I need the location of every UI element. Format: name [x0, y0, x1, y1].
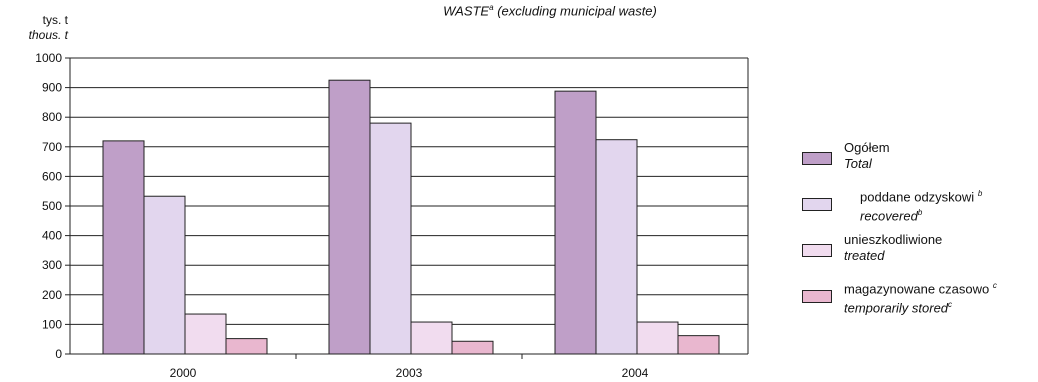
bar-total-2000 [102, 140, 145, 355]
chart-title-sup: a [489, 3, 494, 12]
bar-stored-2003 [451, 340, 494, 355]
legend-label-stored-en: temporarily stored [844, 300, 949, 316]
legend-label-treated-en: treated [844, 248, 885, 263]
bar-treated-2003 [410, 321, 453, 355]
y-tick-label-300: 300 [42, 258, 62, 272]
legend-sup-recovered-en: b [917, 208, 923, 218]
x-tick-label-2003: 2003 [396, 366, 423, 380]
legend-swatch-total [802, 152, 832, 165]
legend-label-stored-pl: magazynowane czasowo [844, 281, 990, 297]
y-tick-label-800: 800 [42, 110, 62, 124]
legend: Ogółem Total poddane odzyskowi b recover… [802, 140, 1034, 324]
bar-total-2003 [328, 79, 371, 355]
bar-treated-2000 [184, 313, 227, 355]
legend-sup-stored-en: c [948, 300, 953, 310]
legend-swatch-stored [802, 290, 832, 303]
bar-total-2004 [554, 90, 597, 355]
chart-title-main: WASTE [443, 3, 490, 19]
legend-item-stored: magazynowane czasowo c temporarily store… [802, 278, 1034, 324]
legend-swatch-recovered [802, 198, 832, 211]
bar-stored-2004 [677, 335, 720, 355]
legend-label-total-en: Total [844, 156, 872, 171]
y-tick-label-500: 500 [42, 199, 62, 213]
bar-stored-2000 [225, 338, 268, 355]
y-tick-label-700: 700 [42, 140, 62, 154]
legend-item-recovered: poddane odzyskowi b recoveredb [802, 186, 1034, 232]
legend-label-recovered-en: recovered [860, 208, 918, 224]
bar-recovered-2000 [143, 195, 186, 355]
legend-label-treated-pl: unieszkodliwione [844, 232, 943, 247]
axes [65, 57, 749, 359]
chart-title: WASTEa (excluding municipal waste) [300, 3, 800, 18]
legend-sup-stored-pl: c [992, 281, 997, 290]
chart-title-rest: (excluding municipal waste) [497, 3, 657, 19]
y-tick-labels: 0 100 200 300 400 500 600 700 800 900 1000 [35, 51, 62, 361]
y-tick-label-1000: 1000 [35, 51, 62, 65]
y-tick-label-200: 200 [42, 288, 62, 302]
legend-label-recovered-pl: poddane odzyskowi [860, 189, 975, 205]
bar-recovered-2004 [595, 139, 638, 355]
bar-treated-2004 [636, 321, 679, 355]
y-tick-label-600: 600 [42, 169, 62, 183]
y-tick-label-400: 400 [42, 229, 62, 243]
y-tick-label-900: 900 [42, 81, 62, 95]
x-tick-label-2000: 2000 [170, 366, 197, 380]
y-unit-label-en: thous. t [28, 28, 68, 42]
legend-item-total: Ogółem Total [802, 140, 1034, 186]
bars [102, 79, 720, 355]
legend-sup-recovered-pl: b [977, 189, 983, 198]
x-tick-label-2004: 2004 [622, 366, 649, 380]
legend-swatch-treated [802, 244, 832, 257]
legend-label-total-pl: Ogółem [844, 140, 890, 155]
legend-item-treated: unieszkodliwione treated [802, 232, 1034, 278]
y-tick-label-100: 100 [42, 317, 62, 331]
y-tick-label-0: 0 [55, 347, 62, 361]
bar-recovered-2003 [369, 122, 412, 355]
x-tick-labels: 2000 2003 2004 [170, 366, 649, 380]
y-unit-label-pl: tys. t [42, 13, 68, 27]
